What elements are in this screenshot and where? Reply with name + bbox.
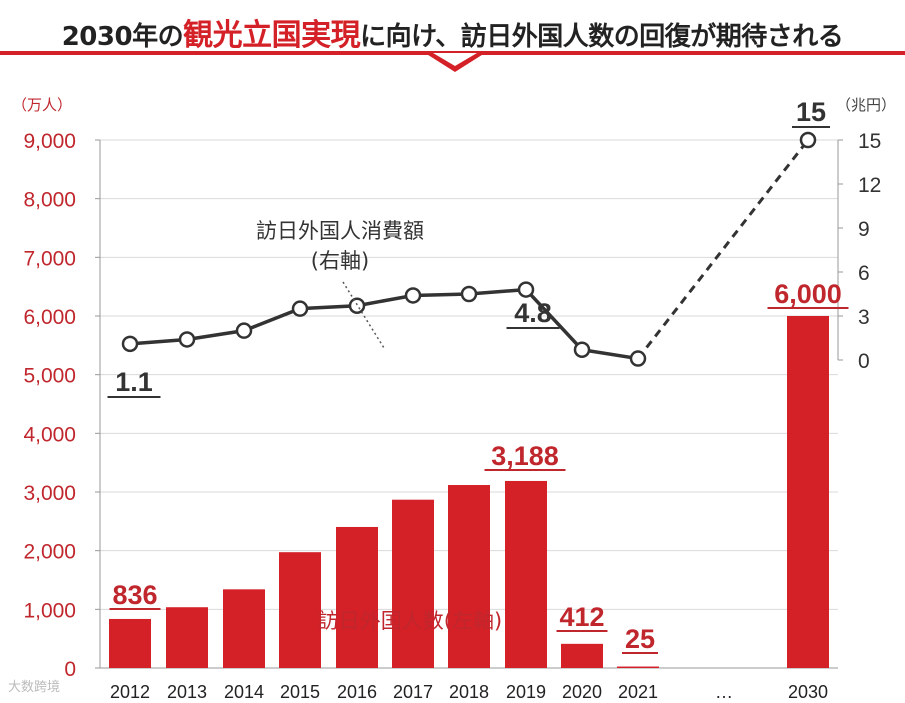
line-data-label: 1.1 <box>115 367 153 397</box>
left-axis-tick-label: 1,000 <box>23 599 76 622</box>
title-notch <box>425 53 485 72</box>
line-point-2021 <box>629 350 647 367</box>
line-point-2017 <box>404 287 422 304</box>
left-axis-tick-label: 4,000 <box>23 423 76 446</box>
x-axis-tick-label: 2015 <box>280 682 320 702</box>
bar-data-label: 3,188 <box>491 441 559 471</box>
right-axis-tick-label: 12 <box>858 174 881 197</box>
line-point-2013 <box>178 331 196 348</box>
x-axis-tick-label: 2019 <box>506 682 546 702</box>
line-point-2016 <box>348 297 366 314</box>
left-axis-tick-label: 9,000 <box>23 130 76 153</box>
x-axis-tick-label: 2030 <box>788 682 828 702</box>
bar-2020 <box>561 643 603 668</box>
right-axis-unit: （兆円） <box>836 96 896 114</box>
right-axis-tick-label: 6 <box>858 262 870 285</box>
right-axis-tick-label: 0 <box>858 350 870 373</box>
line-series-dashed <box>636 139 810 360</box>
x-axis-tick-label: 2017 <box>393 682 433 702</box>
line-point-2020 <box>573 341 591 358</box>
bar-2019 <box>505 480 547 668</box>
x-axis-tick-label: 2018 <box>449 682 489 702</box>
bar-data-label: 836 <box>112 580 157 610</box>
left-axis-tick-label: 8,000 <box>23 189 76 212</box>
right-axis-tick-label: 3 <box>858 306 870 329</box>
x-axis-tick-label: 2014 <box>224 682 264 702</box>
bar-2013 <box>166 607 208 668</box>
right-axis-tick-label: 15 <box>858 130 881 153</box>
title-bar: 2030年の観光立国実現に向け、訪日外国人数の回復が期待される <box>0 0 905 72</box>
bar-data-label: 25 <box>625 624 655 654</box>
bar-2021 <box>617 666 659 668</box>
watermark: 大数跨境 <box>8 680 61 695</box>
chart-title: 2030年の観光立国実現に向け、訪日外国人数の回復が期待される <box>0 10 905 54</box>
bar-2012 <box>109 618 151 668</box>
line-point-2012 <box>121 335 139 353</box>
x-axis-tick-label: 2021 <box>618 682 658 702</box>
bar-2018 <box>448 485 490 668</box>
x-axis-tick-label: 2020 <box>562 682 602 702</box>
bar-2016 <box>336 526 378 668</box>
bar-2030 <box>787 316 829 668</box>
left-axis-tick-label: 3,000 <box>23 482 76 505</box>
bar-data-label: 412 <box>559 602 604 632</box>
x-axis-tick-label: … <box>715 682 733 702</box>
line-point-2014 <box>235 322 253 339</box>
x-axis-tick-label: 2016 <box>337 682 377 702</box>
line-data-label: 4.8 <box>514 298 552 328</box>
line-point-2030 <box>799 131 817 149</box>
line-series-leader <box>342 281 385 349</box>
line-series-name: 訪日外国人消費額 <box>256 219 424 243</box>
title-highlight: 観光立国実現 <box>183 18 361 53</box>
bar-series-name: 訪日外国人数(左軸) <box>318 609 502 633</box>
line-point-2019 <box>517 281 535 298</box>
x-axis-tick-label: 2012 <box>110 682 150 702</box>
line-point-2015 <box>291 300 309 317</box>
bar-2015 <box>279 552 321 668</box>
left-axis-tick-label: 5,000 <box>23 365 76 388</box>
bar-2014 <box>223 589 265 668</box>
title-suffix: に向け、訪日外国人数の回復が期待される <box>360 22 844 52</box>
left-axis-tick-label: 0 <box>64 658 76 681</box>
line-series-axis-note: (右軸) <box>311 249 369 273</box>
bar-2017 <box>392 499 434 668</box>
line-point-2018 <box>460 285 478 303</box>
line-data-label: 15 <box>796 97 826 127</box>
left-axis-unit: （万人） <box>12 96 72 114</box>
left-axis-tick-label: 2,000 <box>23 541 76 564</box>
bar-data-label: 6,000 <box>774 279 842 309</box>
title-prefix: 2030年の <box>61 22 184 52</box>
line-series-solid <box>129 287 639 361</box>
left-axis-tick-label: 7,000 <box>23 247 76 270</box>
left-axis-tick-label: 6,000 <box>23 306 76 329</box>
right-axis-tick-label: 9 <box>858 218 870 241</box>
x-axis-tick-label: 2013 <box>167 682 207 702</box>
